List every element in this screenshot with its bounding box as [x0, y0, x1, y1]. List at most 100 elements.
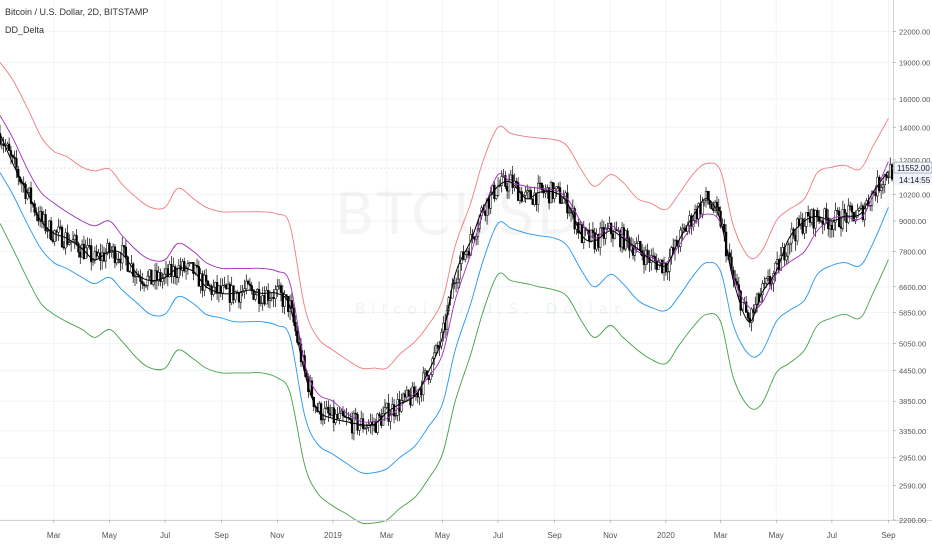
- y-tick-label: 3350.00: [899, 427, 926, 436]
- candle-body: [343, 415, 346, 418]
- candle-body: [345, 416, 348, 419]
- candle-body: [358, 425, 361, 431]
- candle-body: [803, 226, 806, 234]
- candle-body: [232, 285, 235, 301]
- candle-body: [164, 268, 168, 275]
- candle-body: [630, 245, 633, 251]
- x-tick-label: Nov: [270, 531, 284, 540]
- candle-body: [338, 413, 341, 420]
- candle-body: [283, 294, 286, 307]
- candle-body: [389, 414, 392, 422]
- candle-body: [350, 419, 354, 434]
- candle-body: [44, 214, 47, 231]
- candle-body: [540, 182, 543, 191]
- gridlines: [0, 0, 893, 521]
- candle-body: [609, 223, 613, 235]
- candle-body: [467, 251, 470, 256]
- candle-body: [500, 176, 503, 186]
- candle-body: [150, 269, 153, 285]
- x-tick-label: May: [102, 531, 117, 540]
- candle-body: [723, 224, 726, 233]
- envelope-bands: [0, 62, 889, 525]
- candle-body: [526, 190, 529, 193]
- candle-body: [42, 214, 45, 222]
- candle-body: [336, 414, 339, 420]
- y-tick-label: 2590.00: [899, 481, 926, 490]
- price-axis[interactable]: 2200.00 2590.00 2950.00 3350.00 3850.00 4450.…: [893, 27, 930, 525]
- y-tick-label: 14000.00: [899, 123, 930, 132]
- candle-body: [595, 234, 598, 250]
- candle-body: [267, 290, 270, 301]
- x-tick-label: Sep: [215, 531, 230, 540]
- candle-body: [59, 226, 62, 228]
- candle-body: [788, 242, 792, 246]
- candle-body: [801, 218, 804, 234]
- candle-body: [259, 302, 263, 304]
- y-tick-label: 4450.00: [899, 366, 926, 375]
- candle-body: [279, 285, 283, 294]
- candle-body: [77, 243, 80, 253]
- x-tick-label: May: [435, 531, 450, 540]
- candle-body: [796, 218, 799, 242]
- x-tick-label: Mar: [380, 531, 394, 540]
- candle-body: [839, 226, 843, 229]
- candle-body: [91, 260, 95, 263]
- candle-body: [175, 276, 179, 278]
- candle-body: [181, 261, 184, 271]
- candle-body: [221, 285, 224, 294]
- x-tick-label: 2020: [657, 531, 675, 540]
- y-tick-label: 10200.00: [899, 190, 930, 199]
- countdown-box: [894, 174, 932, 186]
- candle-body: [270, 297, 273, 300]
- candle-body: [29, 187, 33, 204]
- y-tick-label: 12000.00: [899, 156, 930, 165]
- candle-body: [57, 226, 60, 233]
- candle-body: [332, 407, 335, 424]
- candle-body: [90, 245, 93, 263]
- candle-body: [104, 253, 107, 262]
- candle-body: [885, 174, 888, 178]
- candle-body: [117, 258, 120, 260]
- candle-body: [883, 174, 886, 185]
- candle-body: [746, 312, 750, 319]
- candle-body: [666, 271, 669, 273]
- candle-body: [339, 410, 343, 414]
- candle-body: [832, 221, 835, 230]
- candle-body: [219, 285, 222, 294]
- candle-body: [879, 187, 883, 191]
- candle-body: [407, 389, 410, 397]
- candle-body: [60, 226, 64, 248]
- candle-body: [79, 251, 82, 258]
- candle-body: [637, 241, 640, 244]
- candle-body: [785, 255, 788, 261]
- candle-body: [454, 282, 458, 284]
- candle-body: [600, 227, 604, 229]
- candle-body: [28, 187, 31, 193]
- candle-body: [858, 208, 861, 211]
- candle-body: [662, 263, 666, 274]
- candle-body: [456, 278, 460, 283]
- candle-body: [97, 252, 100, 257]
- candle-body: [827, 217, 830, 230]
- y-tick-label: 19000.00: [899, 58, 930, 67]
- candle-body: [524, 191, 527, 196]
- symbol-title[interactable]: Bitcoin / U.S. Dollar, 2D, BITSTAMP: [5, 7, 149, 17]
- candle-body: [701, 201, 704, 215]
- candle-body: [420, 388, 423, 396]
- x-tick-label: Mar: [47, 531, 61, 540]
- candle-body: [783, 247, 786, 261]
- x-tick-label: Jul: [493, 531, 503, 540]
- candle-body: [453, 282, 456, 285]
- candle-body: [412, 386, 416, 397]
- last-price-value: 11552.00: [897, 164, 930, 173]
- candle-body: [825, 208, 828, 219]
- candle-body: [330, 407, 334, 416]
- candle-body: [591, 229, 595, 233]
- time-axis[interactable]: Mar May Jul Sep Nov 2019 Mar May Jul Sep Nov 2020 Ma…: [47, 520, 896, 540]
- candle-body: [55, 230, 58, 233]
- candle-body: [40, 211, 44, 222]
- candle-body: [763, 282, 766, 285]
- candle-body: [728, 252, 731, 258]
- indicator-title[interactable]: DD_Delta: [5, 25, 45, 35]
- candle-body: [349, 417, 352, 420]
